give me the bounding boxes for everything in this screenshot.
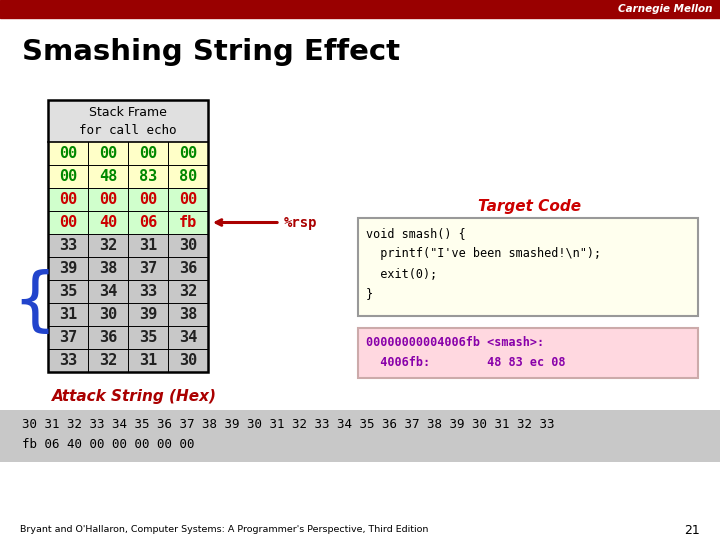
Text: %rsp: %rsp <box>284 215 318 230</box>
Text: 00: 00 <box>59 215 77 230</box>
Text: 30: 30 <box>179 353 197 368</box>
Bar <box>48 211 208 234</box>
Text: 36: 36 <box>99 330 117 345</box>
Text: 00: 00 <box>179 146 197 161</box>
Text: 30: 30 <box>99 307 117 322</box>
Bar <box>358 218 698 316</box>
Text: 35: 35 <box>139 330 157 345</box>
Text: 33: 33 <box>139 284 157 299</box>
Text: 35: 35 <box>59 284 77 299</box>
Text: 00: 00 <box>59 192 77 207</box>
Bar <box>48 100 208 372</box>
Text: Bryant and O'Hallaron, Computer Systems: A Programmer's Perspective, Third Editi: Bryant and O'Hallaron, Computer Systems:… <box>20 525 428 535</box>
Text: fb: fb <box>179 215 197 230</box>
Text: Stack Frame: Stack Frame <box>89 106 167 119</box>
Text: Smashing String Effect: Smashing String Effect <box>22 38 400 66</box>
Bar <box>0 0 720 18</box>
Text: 31: 31 <box>139 353 157 368</box>
Text: 31: 31 <box>139 238 157 253</box>
Text: 33: 33 <box>59 353 77 368</box>
Text: 37: 37 <box>59 330 77 345</box>
Text: 80: 80 <box>179 169 197 184</box>
Text: 00: 00 <box>59 169 77 184</box>
Bar <box>48 303 208 326</box>
Text: 4006fb:        48 83 ec 08: 4006fb: 48 83 ec 08 <box>366 355 565 368</box>
Text: 39: 39 <box>59 261 77 276</box>
Text: Carnegie Mellon: Carnegie Mellon <box>618 4 712 14</box>
Bar <box>48 349 208 372</box>
Text: 34: 34 <box>99 284 117 299</box>
Text: }: } <box>366 287 373 300</box>
Text: 36: 36 <box>179 261 197 276</box>
Text: 00: 00 <box>59 146 77 161</box>
Text: 00: 00 <box>99 192 117 207</box>
Text: 33: 33 <box>59 238 77 253</box>
Text: 30 31 32 33 34 35 36 37 38 39 30 31 32 33 34 35 36 37 38 39 30 31 32 33: 30 31 32 33 34 35 36 37 38 39 30 31 32 3… <box>22 417 554 430</box>
Text: 00: 00 <box>99 146 117 161</box>
Bar <box>0 410 720 462</box>
Text: 31: 31 <box>59 307 77 322</box>
Text: exit(0);: exit(0); <box>366 267 437 280</box>
Text: 21: 21 <box>684 523 700 537</box>
Text: 32: 32 <box>99 353 117 368</box>
Text: printf("I've been smashed!\n");: printf("I've been smashed!\n"); <box>366 247 601 260</box>
Bar <box>48 234 208 257</box>
Text: for call echo: for call echo <box>79 124 176 137</box>
Text: 48: 48 <box>99 169 117 184</box>
Text: 32: 32 <box>179 284 197 299</box>
Bar <box>48 142 208 165</box>
Bar <box>48 257 208 280</box>
Bar <box>48 165 208 188</box>
Text: 00000000004006fb <smash>:: 00000000004006fb <smash>: <box>366 335 544 348</box>
Text: 40: 40 <box>99 215 117 230</box>
Bar <box>358 328 698 378</box>
Text: 37: 37 <box>139 261 157 276</box>
Bar <box>48 100 208 142</box>
Bar <box>48 280 208 303</box>
Text: 30: 30 <box>179 238 197 253</box>
Bar <box>48 326 208 349</box>
Text: 39: 39 <box>139 307 157 322</box>
Text: 38: 38 <box>179 307 197 322</box>
Text: 83: 83 <box>139 169 157 184</box>
Text: 00: 00 <box>139 192 157 207</box>
Text: 00: 00 <box>179 192 197 207</box>
Bar <box>48 188 208 211</box>
Text: 00: 00 <box>139 146 157 161</box>
Text: 06: 06 <box>139 215 157 230</box>
Text: 32: 32 <box>99 238 117 253</box>
Text: 34: 34 <box>179 330 197 345</box>
Text: void smash() {: void smash() { <box>366 227 466 240</box>
Text: Target Code: Target Code <box>478 199 582 214</box>
Text: 38: 38 <box>99 261 117 276</box>
Text: Attack String (Hex): Attack String (Hex) <box>52 389 217 404</box>
Text: fb 06 40 00 00 00 00 00: fb 06 40 00 00 00 00 00 <box>22 437 194 450</box>
Text: {: { <box>12 269 56 336</box>
